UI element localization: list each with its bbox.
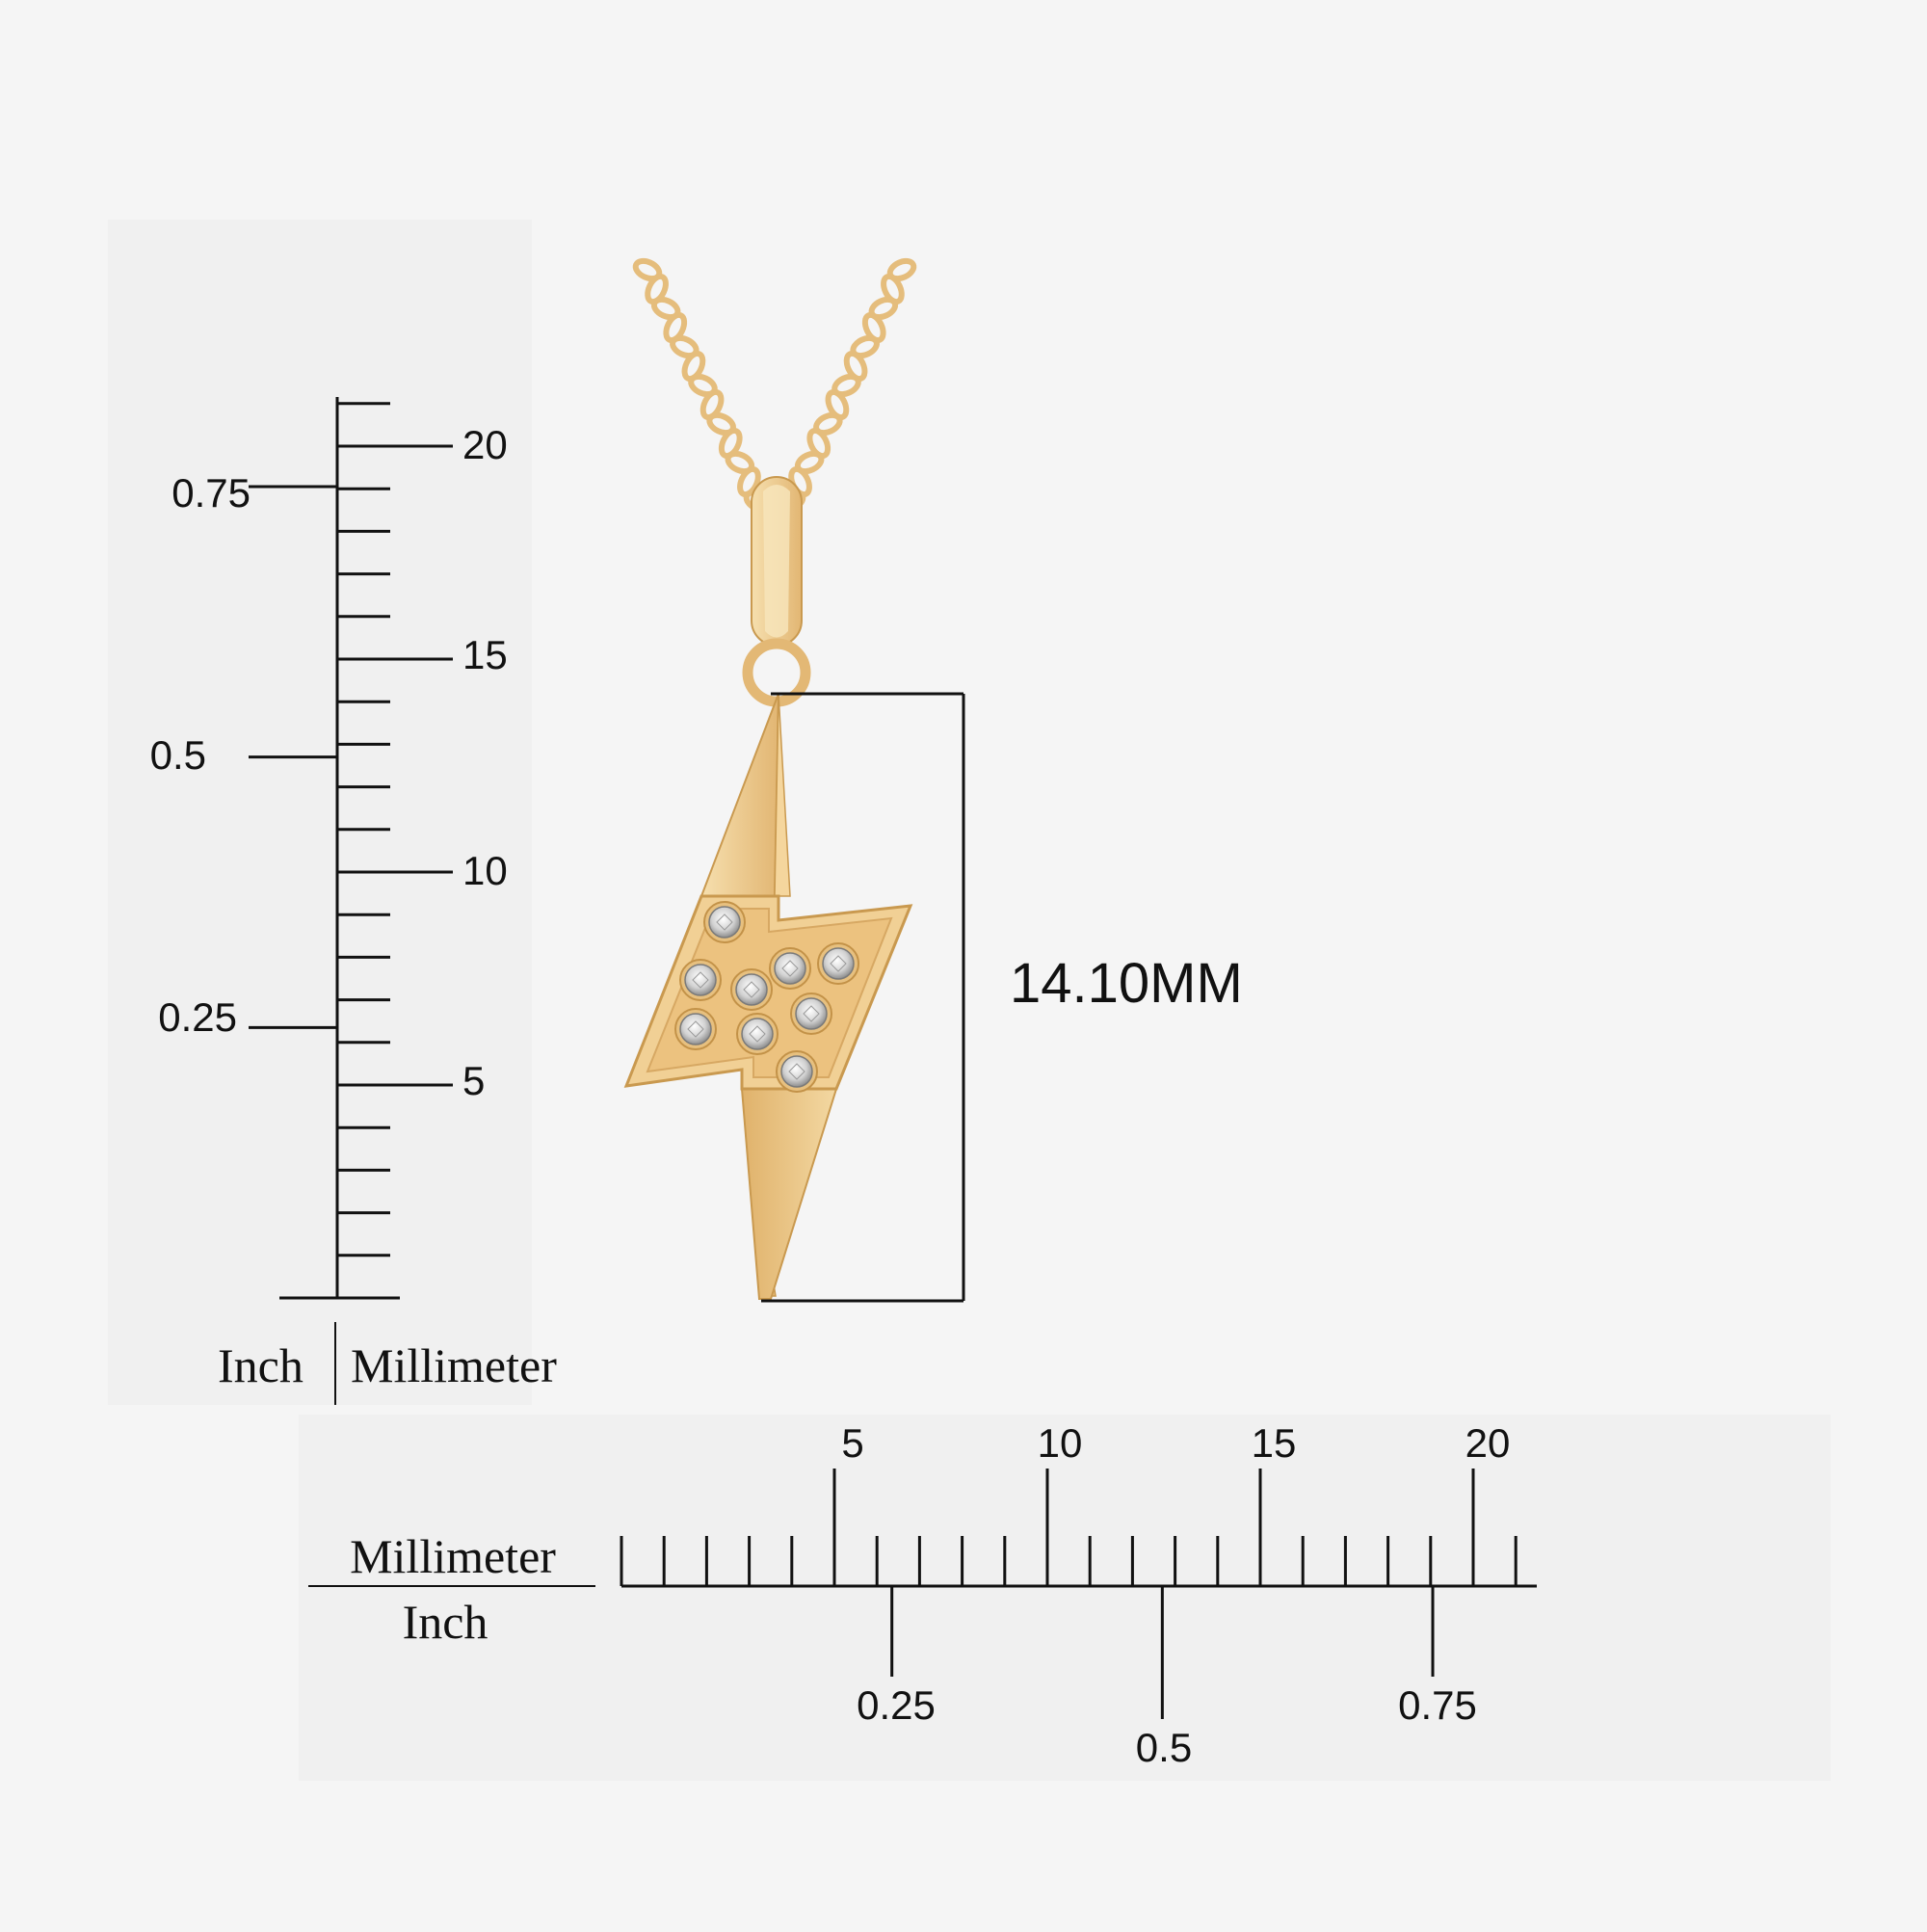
- h-inch-label-075: 0.75: [1398, 1682, 1477, 1728]
- bolt-upper-blade: [700, 693, 779, 897]
- chain-link: [806, 427, 832, 460]
- chain-link: [881, 273, 905, 305]
- chain-link: [737, 465, 761, 498]
- chain-link: [700, 388, 725, 421]
- height-dimension-bracket: [761, 692, 965, 1303]
- chain-link: [663, 311, 688, 344]
- h-inch-label-05: 0.5: [1136, 1725, 1192, 1770]
- v-mm-label-15: 15: [462, 632, 508, 677]
- chain-link: [718, 427, 743, 460]
- diamond-stones: [674, 901, 859, 1093]
- h-ruler-mm-unit: Millimeter: [350, 1529, 556, 1583]
- chain-link: [645, 273, 669, 305]
- chain-link: [825, 388, 850, 421]
- vertical-ruler: [249, 397, 453, 1300]
- h-ruler-inch-unit: Inch: [403, 1595, 488, 1649]
- h-mm-label-10: 10: [1038, 1420, 1083, 1466]
- necklace-chain: [632, 257, 917, 514]
- chain-link: [681, 350, 706, 383]
- lightning-bolt-pendant: [623, 476, 913, 1300]
- diamond-stone: [735, 973, 768, 1006]
- diamond-stone: [774, 952, 806, 985]
- horizontal-ruler: [620, 1469, 1537, 1719]
- diamond-stone: [822, 947, 855, 980]
- v-mm-label-5: 5: [462, 1058, 485, 1103]
- chain-link: [843, 350, 868, 383]
- bottom-panel: [299, 1415, 1831, 1781]
- v-inch-label-05: 0.5: [150, 732, 206, 778]
- v-ruler-mm-unit: Millimeter: [351, 1338, 557, 1392]
- v-inch-label-025: 0.25: [158, 994, 237, 1040]
- chain-link: [861, 311, 886, 344]
- bolt-lower-blade: [740, 1088, 838, 1300]
- h-mm-label-20: 20: [1465, 1420, 1511, 1466]
- diamond-stone: [684, 964, 717, 996]
- h-inch-label-025: 0.25: [857, 1682, 936, 1728]
- diamond-stone: [679, 1013, 712, 1045]
- h-mm-label-5: 5: [841, 1420, 863, 1466]
- diamond-stone: [708, 906, 741, 939]
- horizontal-ruler-labels: 5 10 15 20 0.25 0.5 0.75 Millimeter Inch: [308, 1420, 1510, 1770]
- v-mm-label-10: 10: [462, 848, 508, 893]
- v-ruler-inch-unit: Inch: [218, 1338, 304, 1392]
- h-mm-label-15: 15: [1252, 1420, 1297, 1466]
- v-mm-label-20: 20: [462, 422, 508, 467]
- height-dimension-label: 14.10MM: [1010, 952, 1243, 1015]
- diamond-stone: [795, 997, 828, 1030]
- left-panel: [108, 220, 532, 1405]
- v-inch-label-075: 0.75: [172, 470, 251, 516]
- diamond-stone: [741, 1018, 774, 1050]
- diamond-stone: [780, 1055, 813, 1088]
- vertical-ruler-labels: 0.25 0.5 0.75 5 10 15 20 Inch Millimeter: [150, 422, 557, 1405]
